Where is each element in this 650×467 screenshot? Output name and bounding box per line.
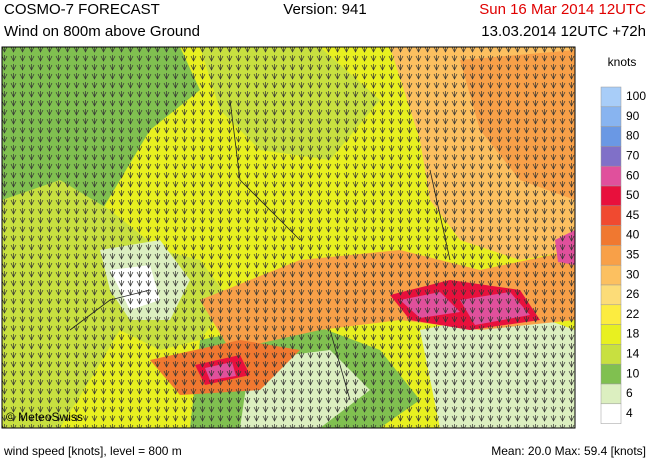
legend-swatch <box>600 245 622 266</box>
legend-label: 30 <box>626 267 640 281</box>
legend-label: 4 <box>626 406 633 420</box>
legend-swatch <box>600 106 622 127</box>
legend-label: 6 <box>626 386 633 400</box>
legend-swatch <box>600 383 622 405</box>
legend-label: 22 <box>626 307 640 321</box>
legend-swatch <box>600 304 622 325</box>
legend-label: 70 <box>626 148 640 162</box>
legend-label: 80 <box>626 129 640 143</box>
run-time: 13.03.2014 12UTC +72h <box>481 23 646 40</box>
legend: 100 90 80 70 60 50 45 40 35 30 26 22 18 14 10 6 4 <box>600 86 646 424</box>
legend-swatch <box>600 205 622 226</box>
credit: © MeteoSwiss <box>6 410 83 424</box>
map <box>2 47 575 428</box>
legend-label: 10 <box>626 366 640 380</box>
legend-swatch <box>600 324 622 345</box>
legend-label: 90 <box>626 109 640 123</box>
legend-label: 14 <box>626 346 640 360</box>
map-frame <box>1 46 576 429</box>
legend-swatch <box>600 126 622 147</box>
legend-label: 26 <box>626 287 640 301</box>
legend-label: 40 <box>626 228 640 242</box>
subtitle: Wind on 800m above Ground <box>4 23 200 40</box>
legend-swatch <box>600 185 622 207</box>
legend-swatch <box>600 146 622 167</box>
legend-swatch <box>600 165 622 187</box>
legend-swatch <box>600 403 622 424</box>
legend-swatch <box>600 264 622 286</box>
legend-label: 60 <box>626 168 640 182</box>
legend-swatch <box>600 344 622 365</box>
legend-swatch <box>600 225 622 246</box>
legend-label: 18 <box>626 327 640 341</box>
legend-swatch <box>600 86 622 108</box>
legend-label: 100 <box>626 89 646 103</box>
legend-label: 50 <box>626 188 640 202</box>
footer-right: Mean: 20.0 Max: 59.4 [knots] <box>491 444 646 458</box>
legend-label: 35 <box>626 247 640 261</box>
legend-title: knots <box>608 55 637 69</box>
legend-swatch <box>600 363 622 385</box>
version: Version: 941 <box>283 1 366 18</box>
footer-left: wind speed [knots], level = 800 m <box>3 444 182 458</box>
legend-label: 45 <box>626 208 640 222</box>
legend-swatch <box>600 284 622 306</box>
valid-time: Sun 16 Mar 2014 12UTC <box>479 1 646 18</box>
title: COSMO-7 FORECAST <box>4 1 160 18</box>
